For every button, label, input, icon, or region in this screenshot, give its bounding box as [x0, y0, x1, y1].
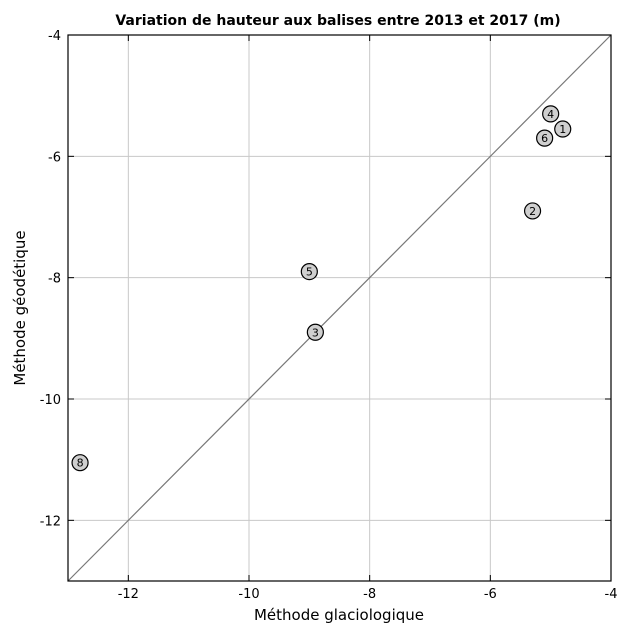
y-tick-label: -12: [40, 514, 61, 529]
x-tick-label: -6: [484, 587, 497, 602]
data-point-5: 5: [300, 263, 318, 281]
data-point-8: 8: [71, 454, 89, 472]
point-label: 3: [312, 326, 319, 339]
y-tick-label: -8: [48, 272, 61, 287]
data-point-6: 6: [536, 129, 554, 147]
point-marker: [554, 120, 572, 138]
x-tick-label: -8: [363, 587, 376, 602]
axis-ticks: -12 -10 -8 -6 -4 -12 -10 -8 -6 -4: [40, 29, 618, 602]
x-tick-label: -10: [238, 587, 259, 602]
chart-title: Variation de hauteur aux balises entre 2…: [115, 13, 560, 29]
plot-frame: [67, 34, 612, 582]
point-label: 1: [559, 123, 566, 136]
grid: [68, 35, 611, 581]
point-marker: [523, 202, 542, 220]
point-label: 6: [541, 132, 548, 145]
data-point-4: 4: [542, 105, 560, 123]
point-marker: [300, 263, 318, 281]
point-marker: [306, 323, 324, 341]
point-label: 2: [529, 205, 536, 218]
point-marker: [71, 454, 89, 472]
data-points: 1 2 3 4 5 6 8: [71, 105, 572, 472]
data-point-2: 2: [523, 202, 542, 220]
y-axis-label: Méthode géodétique: [11, 230, 29, 385]
point-label: 4: [547, 108, 554, 121]
point-marker: [542, 105, 560, 123]
data-point-3: 3: [306, 323, 324, 341]
x-tick-label: -12: [118, 587, 139, 602]
point-label: 5: [306, 266, 313, 279]
y-tick-label: -10: [40, 393, 61, 408]
point-marker: [536, 129, 554, 147]
data-point-1: 1: [554, 120, 572, 138]
x-tick-label: -4: [605, 587, 618, 602]
point-label: 8: [77, 457, 84, 470]
y-tick-label: -4: [48, 29, 61, 44]
y-tick-label: -6: [48, 150, 61, 165]
reference-line-y-equals-x: [67, 34, 612, 582]
x-axis-label: Méthode glaciologique: [254, 606, 424, 624]
